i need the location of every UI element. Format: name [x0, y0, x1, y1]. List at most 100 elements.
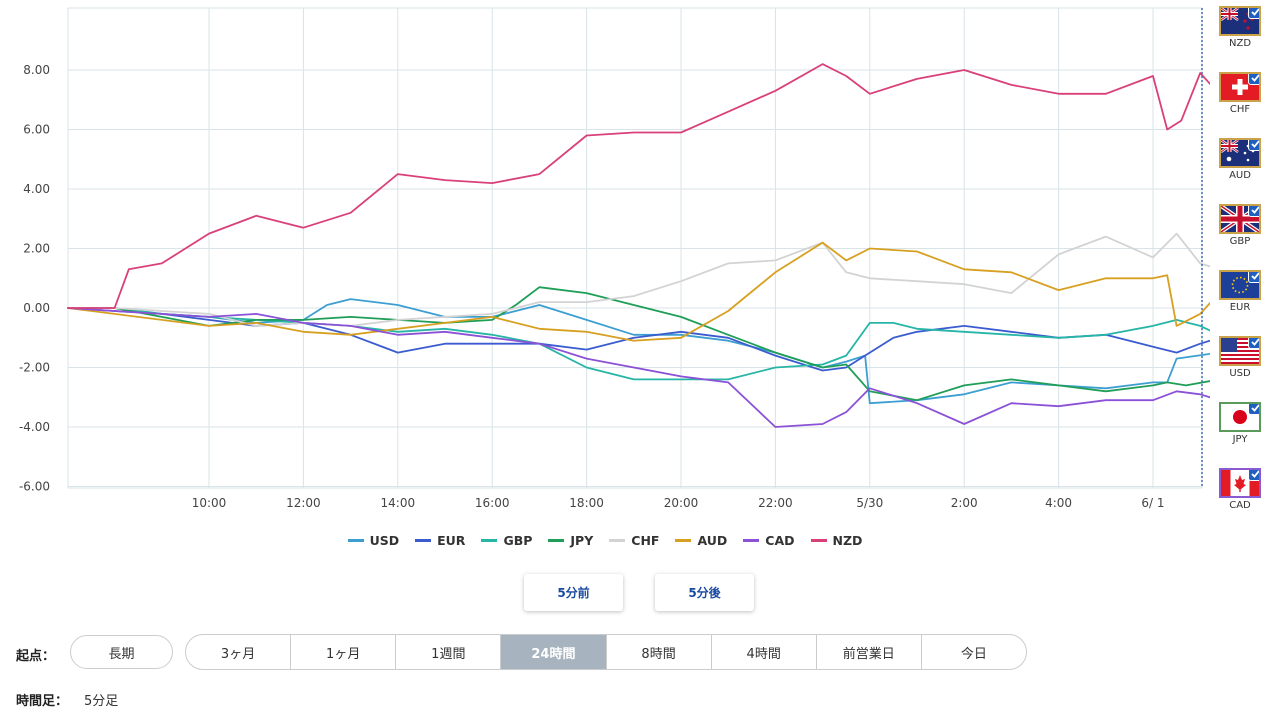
legend-label: EUR	[437, 533, 466, 548]
range-selector: 3ヶ月 1ヶ月 1週間 24時間 8時間 4時間 前営業日 今日	[185, 634, 1027, 670]
eur-flag-icon	[1219, 270, 1261, 300]
checkmark-icon	[1248, 8, 1259, 19]
x-tick-label: 5/30	[856, 496, 883, 510]
legend-item-eur[interactable]: EUR	[415, 533, 465, 548]
legend-label: AUD	[697, 533, 728, 548]
checkmark-icon	[1248, 206, 1259, 217]
legend-swatch	[743, 539, 760, 542]
usd-flag-icon	[1219, 336, 1261, 366]
y-tick-label: 4.00	[23, 182, 50, 196]
nzd-flag-icon	[1219, 6, 1261, 36]
legend-swatch	[415, 539, 432, 542]
y-tick-label: 8.00	[23, 63, 50, 77]
flag-toggle-cad[interactable]: CAD	[1217, 468, 1263, 528]
flag-label: GBP	[1229, 236, 1251, 247]
series-line-chf	[67, 232, 1210, 327]
flag-toggle-usd[interactable]: USD	[1217, 336, 1263, 396]
flag-label: EUR	[1229, 302, 1251, 313]
flag-label: USD	[1229, 368, 1251, 379]
y-tick-label: -4.00	[19, 420, 50, 434]
legend-swatch	[481, 539, 498, 542]
legend-item-chf[interactable]: CHF	[609, 533, 659, 548]
chart-legend: USD EUR GBP JPY CHF AUD CAD NZD	[0, 533, 1210, 548]
series-line-jpy	[67, 286, 1210, 402]
range-24-hours-button[interactable]: 24時間	[501, 635, 607, 669]
legend-swatch	[609, 539, 626, 542]
flag-label: JPY	[1232, 434, 1248, 445]
x-tick-label: 16:00	[475, 496, 510, 510]
legend-swatch	[675, 539, 692, 542]
legend-label: GBP	[503, 533, 533, 548]
range-4-hours-button[interactable]: 4時間	[712, 635, 817, 669]
y-tick-label: 0.00	[23, 301, 50, 315]
flag-label: CAD	[1229, 500, 1251, 511]
series-line-aud	[67, 241, 1210, 342]
range-8-hours-button[interactable]: 8時間	[607, 635, 712, 669]
x-tick-label: 4:00	[1045, 496, 1072, 510]
y-tick-label: 2.00	[23, 242, 50, 256]
legend-swatch	[548, 539, 565, 542]
x-tick-label: 18:00	[569, 496, 604, 510]
series-line-cad	[67, 307, 1210, 428]
timeframe-label: 時間足：	[16, 694, 69, 709]
range-today-button[interactable]: 今日	[960, 646, 987, 662]
flag-toggle-chf[interactable]: CHF	[1217, 72, 1263, 132]
gbp-flag-icon	[1219, 204, 1261, 234]
x-axis-tick-labels: 10:00 12:00 14:00 16:00 18:00 20:00 22:00 5/30 2…	[192, 496, 1165, 510]
x-tick-label: 2:00	[951, 496, 978, 510]
legend-item-gbp[interactable]: GBP	[481, 533, 532, 548]
aud-flag-icon	[1219, 138, 1261, 168]
x-tick-label: 6/ 1	[1141, 496, 1164, 510]
flag-toggle-nzd[interactable]: NZD	[1217, 6, 1263, 66]
legend-item-jpy[interactable]: JPY	[548, 533, 593, 548]
x-tick-label: 10:00	[192, 496, 227, 510]
y-axis-tick-labels: 8.00 6.00 4.00 2.00 0.00 -2.00 -4.00 -6.00	[19, 63, 50, 494]
prev-5min-button[interactable]: 5分前	[524, 574, 623, 611]
chart-grid	[67, 7, 1203, 489]
x-tick-label: 22:00	[758, 496, 793, 510]
range-3-months-button[interactable]: 3ヶ月	[186, 635, 292, 669]
legend-label: CAD	[765, 533, 795, 548]
x-tick-label: 12:00	[286, 496, 321, 510]
legend-label: NZD	[832, 533, 863, 548]
flag-label: AUD	[1229, 170, 1251, 181]
legend-swatch	[810, 539, 827, 542]
start-point-label: 起点：	[16, 649, 56, 664]
legend-swatch	[347, 539, 364, 542]
flag-toggle-jpy[interactable]: JPY	[1217, 402, 1263, 462]
y-tick-label: 6.00	[23, 123, 50, 137]
series-line-eur	[67, 307, 1210, 372]
flag-label: NZD	[1228, 38, 1252, 49]
range-long-button[interactable]: 長期	[70, 635, 173, 669]
legend-item-nzd[interactable]: NZD	[810, 533, 863, 548]
legend-item-cad[interactable]: CAD	[743, 533, 795, 548]
flag-toggle-eur[interactable]: EUR	[1217, 270, 1263, 330]
range-1-week-button[interactable]: 1週間	[396, 635, 502, 669]
legend-label: CHF	[631, 533, 660, 548]
flag-toggle-gbp[interactable]: GBP	[1217, 204, 1263, 264]
y-tick-label: -6.00	[19, 480, 50, 494]
y-tick-label: -2.00	[19, 361, 50, 375]
series-line-nzd	[67, 63, 1210, 309]
checkmark-icon	[1248, 470, 1259, 481]
next-5min-button[interactable]: 5分後	[655, 574, 754, 611]
jpy-flag-icon	[1219, 402, 1261, 432]
range-previous-business-day-button[interactable]: 前営業日	[817, 635, 922, 669]
checkmark-icon	[1248, 140, 1259, 151]
timeframe-value: 5分足	[84, 694, 119, 709]
checkmark-icon	[1248, 404, 1259, 415]
legend-label: USD	[369, 533, 400, 548]
checkmark-icon	[1248, 272, 1259, 283]
legend-item-aud[interactable]: AUD	[675, 533, 727, 548]
flag-label: CHF	[1229, 104, 1251, 115]
legend-item-usd[interactable]: USD	[347, 533, 400, 548]
x-tick-label: 20:00	[664, 496, 699, 510]
checkmark-icon	[1248, 338, 1259, 349]
range-1-month-button[interactable]: 1ヶ月	[291, 635, 397, 669]
flag-toggle-aud[interactable]: AUD	[1217, 138, 1263, 198]
checkmark-icon	[1248, 74, 1259, 85]
legend-label: JPY	[570, 533, 594, 548]
currency-strength-chart: 8.00 6.00 4.00 2.00 0.00 -2.00 -4.00 -6.00 10:0…	[19, 7, 1210, 510]
x-tick-label: 14:00	[381, 496, 416, 510]
chart-series	[67, 63, 1210, 428]
